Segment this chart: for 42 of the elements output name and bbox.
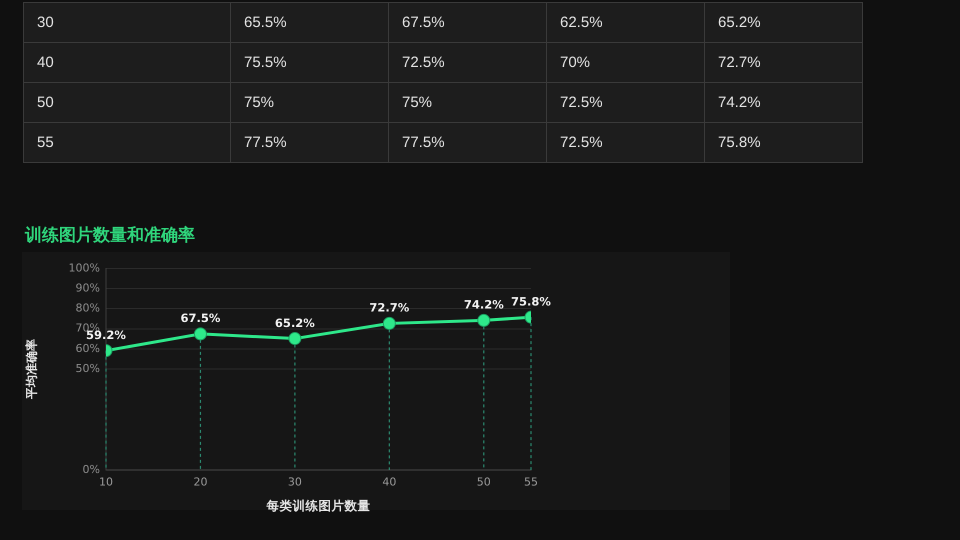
data-label: 77.5% [230,122,388,162]
chart-title: 训练图片数量和准确率 [24,226,195,246]
category-label: 40 [24,42,230,82]
data-label: 70% [546,42,704,82]
x-tick-label: 40 [382,475,396,488]
point [288,332,302,346]
y-tick-label: 50% [76,362,100,376]
y-tick-label: 0% [82,462,100,476]
data-label: 65.2% [274,316,316,330]
data-label: 72.5% [546,82,704,122]
point [382,316,396,330]
data-label: 75% [230,82,388,122]
data-label: 65.2% [704,2,862,42]
category-label: 30 [24,2,230,42]
data-label: 65.5% [230,2,388,42]
data-label: 77.5% [388,122,546,162]
x-tick-label: 10 [99,475,113,488]
category-label: 55 [24,122,230,162]
category-label: 50 [24,82,230,122]
data-label: 75.8% [511,294,552,308]
y-tick-label: 80% [76,302,100,315]
x-tick-label: 55 [524,475,538,488]
data-label: 75.5% [230,42,388,82]
y-tick-label: 100% [68,261,100,274]
x-tick-label: 20 [193,475,208,488]
x-axis-title: 每类训练图片数量 [266,498,370,513]
data-label: 74.2% [704,82,862,122]
y-tick-label: 60% [76,342,100,355]
data-label: 74.2% [464,298,504,312]
x-tick-label: 50 [476,475,491,488]
y-tick-label: 90% [76,281,100,294]
data-label: 67.5% [388,2,546,42]
data-label: 72.7% [704,42,862,82]
data-label: 75.8% [704,122,862,162]
y-axis-title: 平均准确率 [24,339,38,400]
data-label: 72.5% [546,122,704,162]
data-label: 67.5% [180,311,221,326]
data-label: 62.5% [546,2,704,42]
data-label: 75% [388,82,546,122]
data-label: 72.5% [388,42,546,82]
x-tick-label: 30 [288,475,302,488]
data-label: 72.7% [369,300,410,315]
